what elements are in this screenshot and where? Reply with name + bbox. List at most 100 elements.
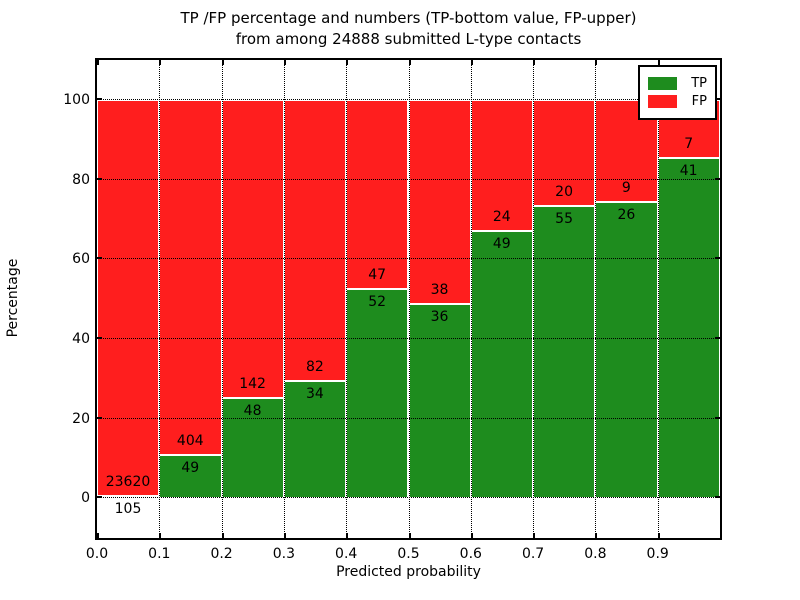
tick-right-y-100 (715, 97, 720, 100)
gridline-x-0.5 (408, 60, 410, 538)
y-tick-label-40: 40 (72, 330, 90, 347)
legend-swatch-fp (648, 95, 677, 108)
bar-segment-tp-5 (408, 304, 471, 499)
y-tick-label-100: 100 (63, 91, 90, 108)
chart-title-line1: TP /FP percentage and numbers (TP-bottom… (180, 9, 637, 27)
bar-value-tp-3: 34 (305, 386, 324, 403)
legend-swatch-tp (648, 77, 677, 90)
tick-right-y-40 (715, 336, 720, 339)
tick-top-x-0.1 (159, 60, 162, 65)
bar-segment-fp-6 (470, 99, 534, 231)
plot-area: 23620 105 404 49 142 48 82 34 47 52 38 36 24 49 20 55 9 2… (95, 58, 722, 540)
chart-title-line2: from among 24888 submitted L-type contac… (235, 30, 582, 48)
y-tick-label-20: 20 (72, 410, 90, 427)
tick-bottom-x-0.3 (283, 533, 286, 538)
bar-value-fp-2: 142 (239, 375, 266, 392)
bar-segment-fp-0 (97, 99, 160, 497)
bar-segment-fp-5 (408, 99, 471, 305)
bar-value-fp-4: 47 (368, 266, 387, 283)
chart-title: TP /FP percentage and numbers (TP-bottom… (97, 8, 720, 50)
tick-right-y-20 (715, 416, 720, 419)
tick-bottom-x-0.5 (408, 533, 411, 538)
bar-segment-tp-7 (533, 206, 596, 499)
x-axis-title: Predicted probability (336, 564, 481, 580)
bar-segment-tp-6 (470, 230, 534, 499)
legend: TP FP (638, 65, 717, 120)
bar-value-fp-3: 82 (305, 359, 324, 376)
bar-value-fp-7: 20 (555, 184, 573, 201)
y-tick-label-60: 60 (72, 251, 90, 268)
gridline-x-0.2 (221, 60, 223, 538)
bar-value-tp-9: 41 (679, 162, 698, 179)
tick-bottom-x-0.0 (97, 533, 99, 538)
tick-left-y-20 (97, 416, 102, 419)
tick-top-x-0.8 (595, 60, 598, 65)
tick-bottom-x-0.8 (595, 533, 598, 538)
x-tick-label-0.8: 0.8 (584, 546, 607, 562)
bar-value-fp-6: 24 (492, 208, 511, 225)
x-tick-label-0.9: 0.9 (646, 546, 669, 562)
tick-right-y-80 (715, 177, 720, 180)
tick-left-y-80 (97, 177, 102, 180)
gridline-x-0.8 (595, 60, 597, 538)
gridline-x-0.7 (533, 60, 535, 538)
bar-value-fp-0: 23620 (105, 474, 151, 491)
tick-top-x-0.9 (657, 60, 660, 65)
x-tick-label-0.3: 0.3 (272, 546, 296, 562)
tick-top-x-0.2 (221, 60, 224, 65)
tick-bottom-x-0.1 (159, 533, 162, 538)
y-axis-title: Percentage (5, 258, 21, 338)
bar-value-fp-8: 9 (621, 180, 631, 197)
bar-segment-fp-4 (346, 99, 409, 289)
bar-value-tp-7: 55 (555, 211, 573, 228)
tick-top-x-0.4 (346, 60, 349, 65)
y-tick-label-80: 80 (72, 171, 90, 188)
x-tick-label-0.5: 0.5 (397, 546, 420, 562)
tick-top-x-0.7 (533, 60, 536, 65)
plot-inner: 23620 105 404 49 142 48 82 34 47 52 38 36 24 49 20 55 9 2… (97, 60, 720, 538)
gridline-x-0.6 (470, 60, 472, 538)
x-tick-label-0.1: 0.1 (148, 546, 171, 562)
bar-value-tp-5: 36 (430, 309, 449, 326)
tick-left-y-40 (97, 336, 102, 339)
x-tick-label-0.6: 0.6 (459, 546, 482, 562)
gridline-x-0.9 (657, 60, 659, 538)
tick-right-y-60 (715, 257, 720, 260)
bar-segment-tp-8 (595, 202, 658, 499)
tick-right-y-0 (715, 496, 720, 499)
bar-segment-tp-4 (346, 288, 409, 499)
tick-bottom-x-0.6 (470, 533, 473, 538)
bar-segment-fp-2 (221, 99, 284, 398)
bar-value-fp-9: 7 (684, 135, 694, 152)
tick-bottom-x-0.9 (657, 533, 660, 538)
y-tick-label-0: 0 (81, 490, 90, 507)
tick-top-x-0.6 (470, 60, 473, 65)
bar-value-tp-0: 105 (114, 501, 142, 518)
bar-segment-fp-3 (283, 99, 347, 382)
legend-label-fp: FP (691, 94, 707, 109)
bar-segment-tp-9 (657, 157, 720, 499)
bar-segment-fp-1 (159, 99, 222, 456)
tick-left-y-100 (97, 97, 102, 100)
x-tick-label-0.0: 0.0 (85, 546, 109, 562)
tick-left-y-60 (97, 257, 102, 260)
gridline-x-0.4 (346, 60, 348, 538)
x-tick-label-0.2: 0.2 (210, 546, 233, 562)
tick-top-x-0.5 (408, 60, 411, 65)
gridline-x-0.3 (283, 60, 285, 538)
bar-value-fp-5: 38 (430, 282, 449, 299)
bar-value-tp-8: 26 (617, 207, 636, 224)
tick-left-y-0 (97, 496, 102, 499)
x-tick-label-0.7: 0.7 (521, 546, 545, 562)
x-tick-label-0.4: 0.4 (335, 546, 358, 562)
tick-bottom-x-0.7 (533, 533, 536, 538)
bar-segment-tp-3 (283, 381, 347, 499)
bar-value-tp-1: 49 (181, 460, 200, 477)
bar-value-fp-1: 404 (176, 433, 204, 450)
legend-item-tp: TP (648, 76, 707, 91)
gridline-x-0.1 (159, 60, 161, 538)
tick-bottom-x-0.2 (221, 533, 224, 538)
tick-top-x-0.0 (97, 60, 99, 65)
bar-value-tp-6: 49 (492, 235, 511, 252)
